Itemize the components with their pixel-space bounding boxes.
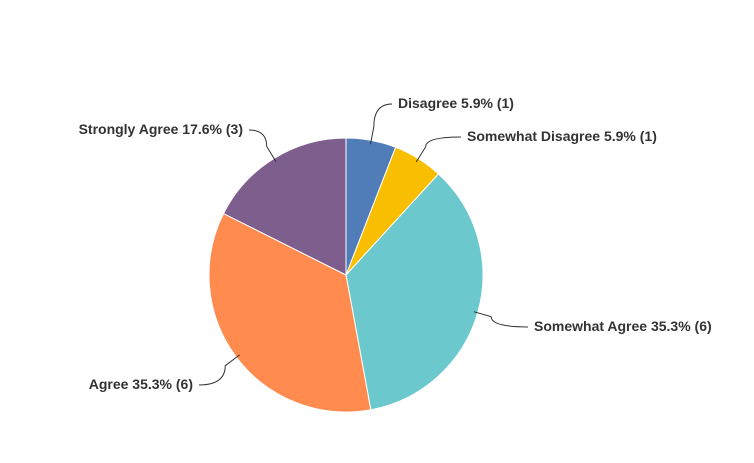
slice-value-label: 35.3% (6) [651, 318, 712, 334]
slice-name: Somewhat Agree [534, 318, 647, 334]
slice-value-label: 5.9% (1) [461, 95, 514, 111]
slice-label: Disagree 5.9% (1) [398, 95, 514, 111]
slice-name: Agree [89, 376, 129, 392]
slice-name: Strongly Agree [79, 121, 179, 137]
slice-name: Disagree [398, 95, 457, 111]
slice-value-label: 17.6% (3) [182, 121, 243, 137]
leader-line [198, 354, 240, 386]
leader-line [473, 311, 529, 328]
slice-label: Strongly Agree 17.6% (3) [79, 121, 243, 137]
leader-line [415, 136, 462, 163]
slice-value-label: 35.3% (6) [132, 376, 193, 392]
slice-label: Somewhat Agree 35.3% (6) [534, 318, 712, 334]
slice-value-label: 5.9% (1) [604, 128, 657, 144]
slice-label: Somewhat Disagree 5.9% (1) [467, 128, 657, 144]
leader-line [370, 103, 393, 145]
slice-label: Agree 35.3% (6) [89, 376, 193, 392]
leader-line [248, 129, 277, 163]
slice-name: Somewhat Disagree [467, 128, 600, 144]
